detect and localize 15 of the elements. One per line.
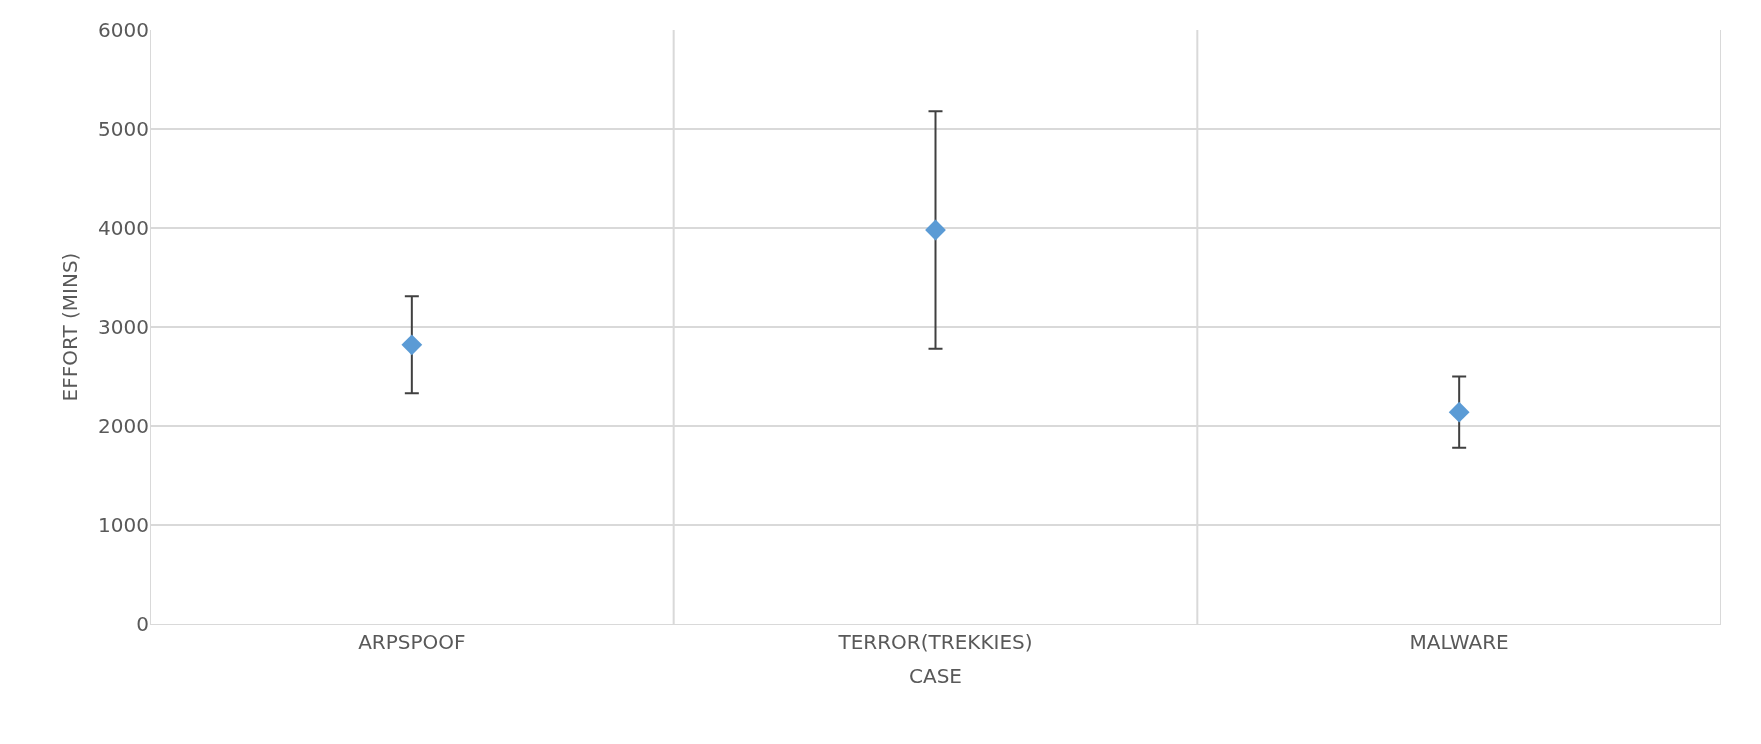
y-axis-title: EFFORT (MINS) xyxy=(57,252,82,402)
y-tick-label: 5000 xyxy=(98,117,149,141)
point xyxy=(401,334,423,356)
x-tick-label: TERROR(TREKKIES) xyxy=(837,630,1033,654)
x-tick-label: ARPSPOOF xyxy=(358,630,466,654)
x-tick-label: MALWARE xyxy=(1409,630,1509,654)
y-tick-label: 1000 xyxy=(98,513,149,537)
point xyxy=(925,219,946,241)
x-axis-title: CASE xyxy=(909,663,962,688)
y-tick-label: 4000 xyxy=(98,216,149,240)
y-tick-label: 2000 xyxy=(98,414,149,438)
y-tick-label: 6000 xyxy=(98,18,149,42)
point xyxy=(1448,401,1470,423)
y-tick-label: 0 xyxy=(136,612,149,636)
y-tick-label: 3000 xyxy=(98,315,149,339)
